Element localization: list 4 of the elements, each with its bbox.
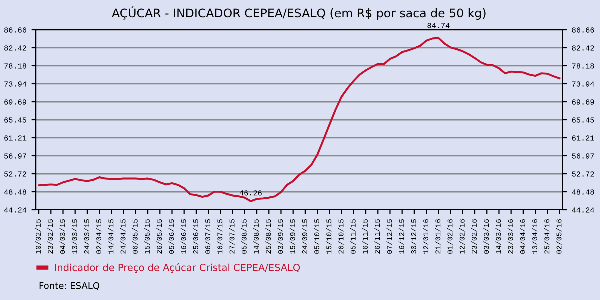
line-series: [38, 37, 561, 202]
source-note: Fonte: ESALQ: [40, 282, 100, 290]
legend-label: Indicador de Preço de Açúcar Cristal CEPEA/ESALQ: [55, 263, 300, 274]
chart-title: AÇÚCAR - INDICADOR CEPEA/ESALQ (em R$ por saca de 50 kg): [112, 6, 486, 20]
